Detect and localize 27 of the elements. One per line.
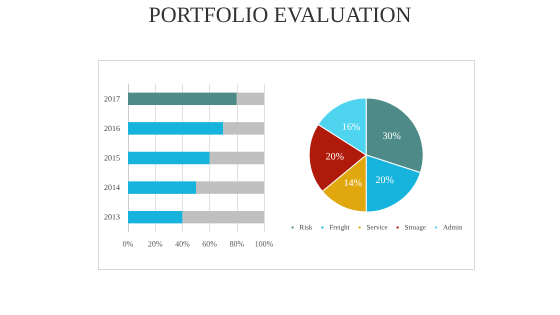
bar [128, 92, 237, 106]
bar [196, 181, 264, 194]
data-label: 14% [344, 178, 362, 189]
y-tick-label: 2015 [104, 154, 120, 162]
x-tick-label: 80% [229, 240, 244, 248]
data-label: 30% [382, 130, 401, 142]
y-tick-label: 2013 [104, 212, 120, 222]
bar [128, 210, 182, 224]
bar [210, 152, 264, 164]
y-tick-label: 2014 [104, 183, 120, 192]
bar [223, 122, 264, 135]
bar [236, 92, 264, 106]
y-tick-label: 2017 [104, 94, 120, 104]
y-tick-label: 2016 [104, 124, 120, 133]
bar [182, 210, 264, 224]
bar [128, 152, 210, 164]
x-tick-label: 20% [148, 240, 163, 248]
data-label: 20% [326, 151, 344, 162]
x-tick-label: 0% [122, 240, 134, 248]
x-tick-label: 60% [202, 240, 218, 248]
x-tick-label: 40% [175, 240, 190, 248]
data-label: 16% [342, 122, 360, 133]
x-tick-label: 100% [254, 240, 274, 248]
data-label: 20% [376, 174, 394, 186]
bar [128, 122, 224, 135]
chart-title: PORTFOLIO EVALUATION [148, 2, 412, 28]
bar [128, 181, 196, 194]
